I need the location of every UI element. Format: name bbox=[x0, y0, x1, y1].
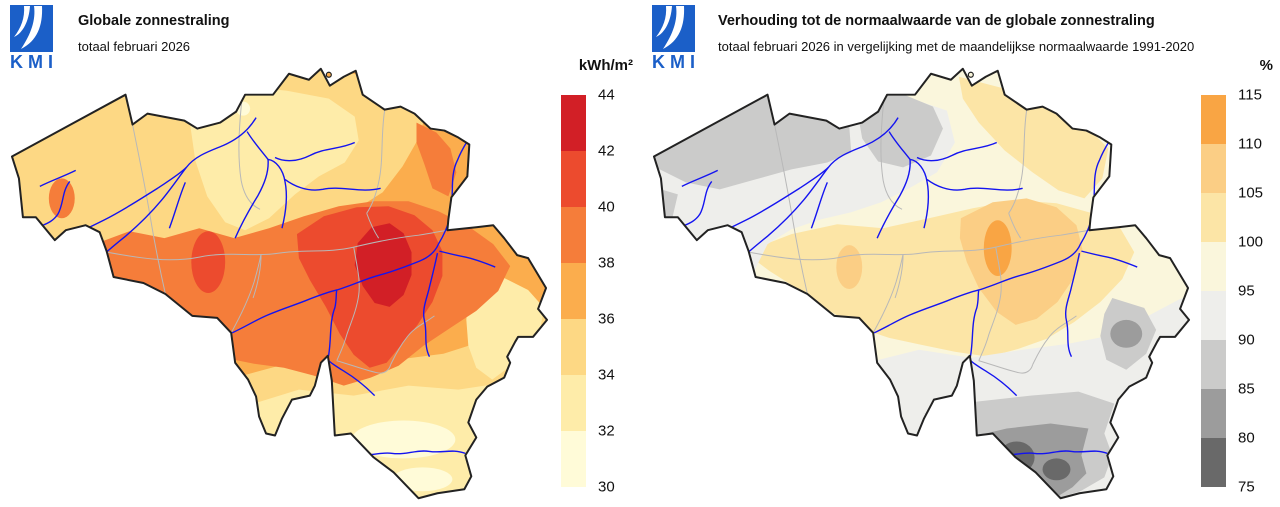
kmi-logo-shape-small bbox=[14, 6, 30, 37]
kmi-logo-square bbox=[652, 5, 695, 52]
map-right-ratio-to-normal bbox=[652, 67, 1191, 500]
left-band-30-32-south-b bbox=[392, 467, 453, 492]
left-color-scale: kWh/m² 44 42 40 38 36 34 32 30 bbox=[561, 57, 633, 495]
kmi-logo: KMI bbox=[10, 5, 58, 72]
legend-tick-label: 32 bbox=[598, 422, 615, 440]
legend-tick-label: 40 bbox=[598, 198, 615, 216]
left-band-30-32-south-a bbox=[351, 420, 456, 459]
legend-tick-label: 100 bbox=[1238, 233, 1264, 251]
legend-tick-label: 80 bbox=[1238, 429, 1255, 447]
right-band-80-85-east-spot bbox=[1110, 319, 1143, 348]
legend-color-cell bbox=[561, 207, 586, 263]
legend-color-cell bbox=[1201, 95, 1226, 144]
kmi-logo-shape-large bbox=[21, 6, 43, 49]
left-band-40-42-brussels-south bbox=[191, 231, 226, 293]
right-map-title: Verhouding tot de normaalwaarde van de g… bbox=[718, 13, 1155, 29]
legend-tick-label: 30 bbox=[598, 478, 615, 496]
legend-tick-label: 90 bbox=[1238, 331, 1255, 349]
right-colorbar bbox=[1201, 95, 1226, 487]
kmi-logo-text: KMI bbox=[652, 52, 700, 72]
legend-tick-label: 115 bbox=[1238, 86, 1262, 104]
right-baarle-enclave bbox=[967, 71, 974, 78]
legend-tick-label: 75 bbox=[1238, 478, 1255, 496]
legend-tick-label: 44 bbox=[598, 86, 615, 104]
right-band-100-105-northeast bbox=[958, 76, 1109, 199]
legend-tick-label: 105 bbox=[1238, 184, 1264, 202]
left-colorbar bbox=[561, 95, 586, 487]
legend-color-cell bbox=[1201, 340, 1226, 389]
legend-color-cell bbox=[561, 319, 586, 375]
left-band-32-34-northcentre bbox=[189, 86, 359, 231]
kmi-logo-shape-large bbox=[663, 6, 685, 49]
legend-tick-label: 85 bbox=[1238, 380, 1255, 398]
legend-color-cell bbox=[561, 375, 586, 431]
left-scale-unit-label: kWh/m² bbox=[578, 57, 633, 74]
legend-tick-label: 110 bbox=[1238, 135, 1262, 153]
legend-tick-label: 42 bbox=[598, 142, 615, 160]
legend-tick-label: 34 bbox=[598, 366, 615, 384]
legend-color-cell bbox=[1201, 438, 1226, 487]
right-map-fill-layers bbox=[653, 68, 1190, 499]
legend-color-cell bbox=[561, 431, 586, 487]
right-color-scale: % 115 110 105 100 95 90 85 80 75 bbox=[1201, 57, 1273, 495]
right-map-subtitle: totaal februari 2026 in vergelijking met… bbox=[718, 39, 1195, 54]
right-band-75-80-spot-b bbox=[1042, 458, 1071, 481]
kmi-logo-right: KMI bbox=[652, 5, 700, 72]
legend-color-cell bbox=[1201, 242, 1226, 291]
legend-color-cell bbox=[561, 151, 586, 207]
legend-tick-label: 95 bbox=[1238, 282, 1255, 300]
legend-color-cell bbox=[1201, 193, 1226, 242]
right-scale-unit-label: % bbox=[1259, 57, 1273, 74]
map-left-solar-radiation bbox=[10, 67, 549, 500]
legend-color-cell bbox=[1201, 291, 1226, 340]
left-baarle-enclave bbox=[325, 71, 332, 78]
legend-color-cell bbox=[1201, 389, 1226, 438]
kmi-logo-text: KMI bbox=[10, 52, 58, 72]
legend-tick-label: 36 bbox=[598, 310, 615, 328]
kmi-logo-square bbox=[10, 5, 53, 52]
right-band-110-115-core bbox=[983, 220, 1012, 277]
legend-color-cell bbox=[561, 95, 586, 151]
legend-tick-label: 38 bbox=[598, 254, 615, 272]
right-band-105-110-west-spot bbox=[836, 245, 863, 289]
legend-color-cell bbox=[1201, 144, 1226, 193]
right-colorbar-ticks: 115 110 105 100 95 90 85 80 75 bbox=[1238, 88, 1272, 495]
kmi-logo-shape-small bbox=[656, 6, 672, 37]
left-map-subtitle: totaal februari 2026 bbox=[78, 39, 191, 54]
left-colorbar-ticks: 44 42 40 38 36 34 32 30 bbox=[598, 88, 632, 495]
legend-color-cell bbox=[561, 263, 586, 319]
left-map-title: Globale zonnestraling bbox=[78, 13, 230, 29]
left-band-38-40-west-spot bbox=[48, 178, 75, 219]
left-band-38-40-limburg bbox=[416, 122, 457, 197]
